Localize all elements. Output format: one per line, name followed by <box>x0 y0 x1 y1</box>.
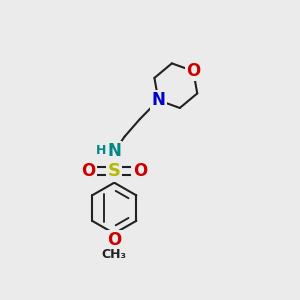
Text: O: O <box>82 162 96 180</box>
Text: CH₃: CH₃ <box>102 248 127 261</box>
Text: S: S <box>108 162 121 180</box>
Text: O: O <box>186 62 200 80</box>
Text: H: H <box>96 144 106 157</box>
Text: N: N <box>107 142 121 160</box>
Text: N: N <box>152 91 165 109</box>
Text: O: O <box>133 162 147 180</box>
Text: O: O <box>107 231 122 249</box>
